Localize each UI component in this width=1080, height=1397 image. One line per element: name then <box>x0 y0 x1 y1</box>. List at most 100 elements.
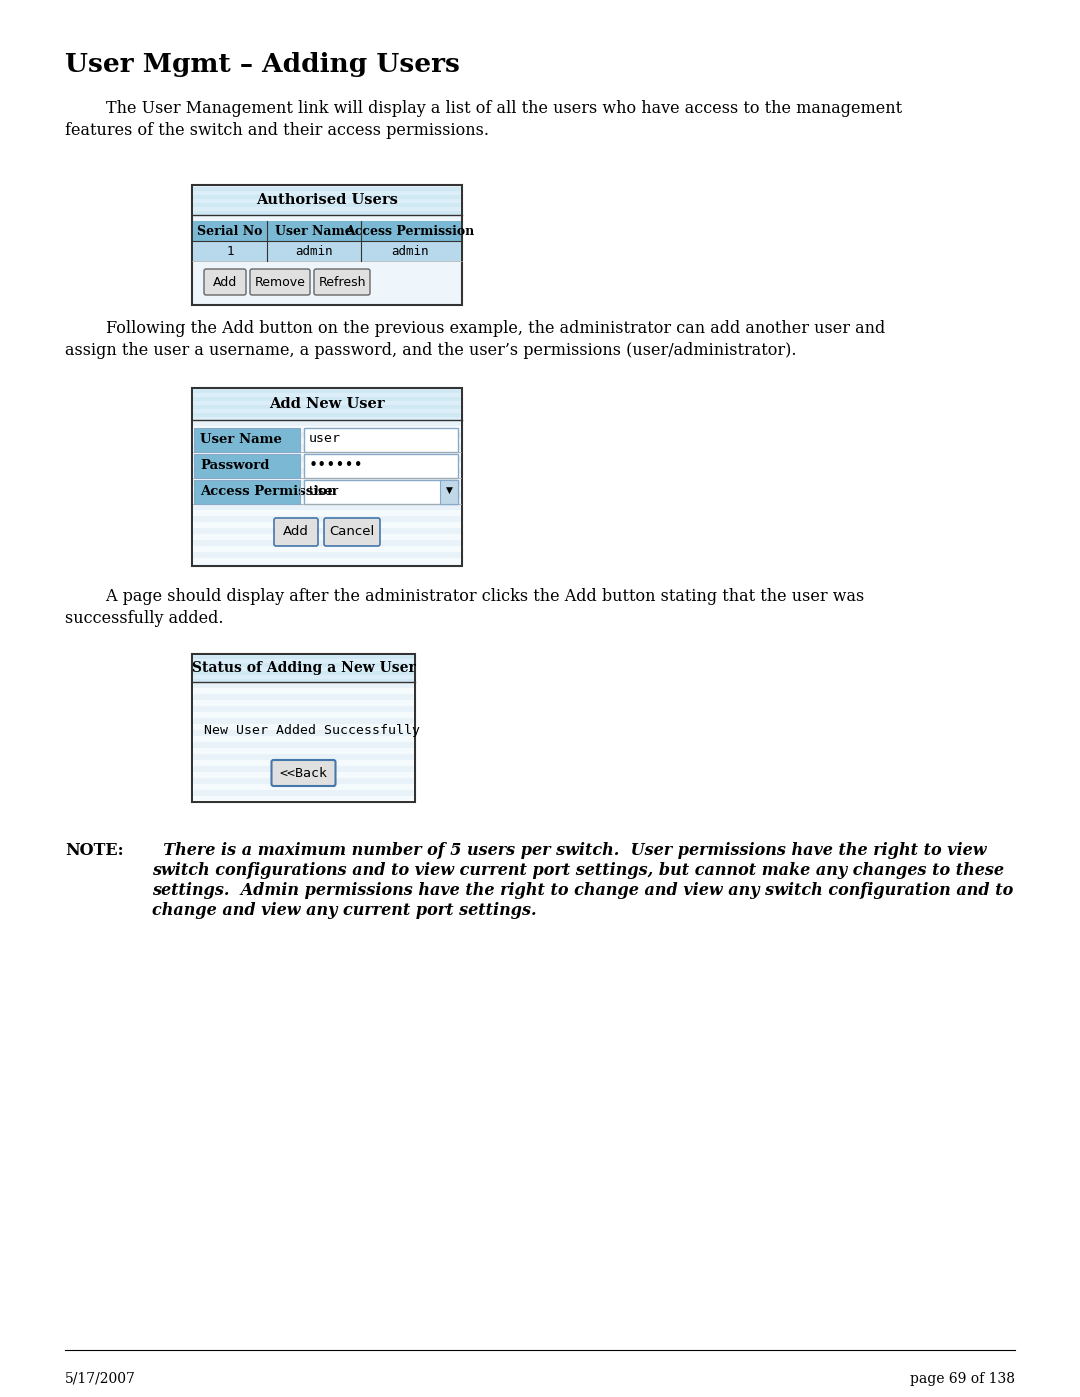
Bar <box>193 497 461 504</box>
Bar <box>192 184 462 305</box>
Text: User Name: User Name <box>200 433 282 446</box>
Bar <box>193 207 461 211</box>
Bar <box>193 515 461 522</box>
Bar <box>193 742 414 747</box>
Bar <box>193 534 461 541</box>
Text: User: User <box>309 485 339 497</box>
Text: Add: Add <box>283 525 309 538</box>
Bar <box>193 393 461 397</box>
Bar <box>193 439 461 444</box>
FancyBboxPatch shape <box>204 270 246 295</box>
Bar <box>193 724 414 731</box>
Bar <box>193 659 414 664</box>
Bar <box>193 420 461 426</box>
Bar <box>194 481 300 504</box>
Bar <box>193 747 414 754</box>
Bar <box>193 221 461 242</box>
Bar <box>440 481 458 504</box>
Bar <box>193 796 414 800</box>
Text: NOTE:: NOTE: <box>65 842 123 859</box>
Text: admin: admin <box>391 244 429 258</box>
Bar <box>194 427 300 453</box>
Bar <box>193 450 461 455</box>
Text: Following the Add button on the previous example, the administrator can add anot: Following the Add button on the previous… <box>65 320 886 359</box>
Text: There is a maximum number of 5 users per switch.  User permissions have the righ: There is a maximum number of 5 users per… <box>152 842 986 859</box>
Bar <box>193 773 414 778</box>
Bar <box>193 671 414 675</box>
Text: user: user <box>309 432 341 446</box>
Bar <box>193 401 461 405</box>
Bar <box>193 468 461 474</box>
Bar <box>192 654 415 802</box>
Bar <box>193 405 461 409</box>
Bar <box>193 504 461 510</box>
Text: Authorised Users: Authorised Users <box>256 193 397 207</box>
Bar <box>193 522 461 528</box>
Bar <box>193 474 461 481</box>
Bar <box>303 481 458 504</box>
Bar <box>193 675 414 679</box>
Bar <box>193 414 461 416</box>
Text: Add: Add <box>213 277 238 289</box>
Text: change and view any current port settings.: change and view any current port setting… <box>152 902 537 919</box>
FancyBboxPatch shape <box>249 270 310 295</box>
Bar <box>193 754 414 760</box>
Text: Cancel: Cancel <box>329 525 375 538</box>
Bar <box>193 397 461 401</box>
Bar <box>193 687 414 694</box>
Bar <box>303 427 458 453</box>
Text: Password: Password <box>200 460 269 472</box>
Bar <box>193 426 461 432</box>
Text: Refresh: Refresh <box>319 277 366 289</box>
Bar <box>193 718 414 724</box>
Bar <box>193 789 414 796</box>
Text: admin: admin <box>295 244 333 258</box>
Bar <box>193 481 461 486</box>
Bar <box>193 203 461 207</box>
Text: 1: 1 <box>226 244 233 258</box>
Bar <box>193 462 461 468</box>
Bar <box>193 694 414 700</box>
Bar <box>193 666 414 671</box>
Text: User Name: User Name <box>275 225 353 237</box>
Text: Access Permission: Access Permission <box>346 225 474 237</box>
Bar <box>193 679 414 682</box>
Text: <<Back: <<Back <box>280 767 327 780</box>
Bar <box>193 191 461 196</box>
FancyBboxPatch shape <box>274 518 318 546</box>
Bar <box>193 766 414 773</box>
Bar <box>194 481 300 504</box>
Bar <box>193 486 461 492</box>
FancyBboxPatch shape <box>314 270 370 295</box>
Bar <box>193 409 461 414</box>
Text: Remove: Remove <box>255 277 306 289</box>
Bar <box>193 712 414 718</box>
Bar <box>193 682 414 687</box>
Text: A page should display after the administrator clicks the Add button stating that: A page should display after the administ… <box>65 588 864 627</box>
Bar <box>193 432 461 439</box>
Bar <box>193 444 461 450</box>
FancyBboxPatch shape <box>271 760 336 787</box>
Text: ••••••: •••••• <box>309 458 364 474</box>
Bar <box>194 427 300 453</box>
Bar <box>193 557 461 564</box>
Bar <box>193 705 414 712</box>
Bar <box>193 700 414 705</box>
Text: ▼: ▼ <box>446 486 453 495</box>
Bar <box>193 731 414 736</box>
Text: Add New User: Add New User <box>269 397 384 411</box>
FancyBboxPatch shape <box>324 518 380 546</box>
Bar <box>193 655 414 659</box>
Bar <box>193 736 414 742</box>
Text: New User Added Successfully: New User Added Successfully <box>204 724 420 738</box>
Bar <box>193 242 461 261</box>
Text: Access Permission: Access Permission <box>200 485 337 497</box>
Text: 5/17/2007: 5/17/2007 <box>65 1372 136 1386</box>
Bar <box>193 778 414 784</box>
Bar <box>193 541 461 546</box>
Text: The User Management link will display a list of all the users who have access to: The User Management link will display a … <box>65 101 902 140</box>
Bar <box>193 784 414 789</box>
Bar <box>193 510 461 515</box>
Text: Status of Adding a New User: Status of Adding a New User <box>191 661 416 675</box>
Text: Serial No: Serial No <box>198 225 262 237</box>
